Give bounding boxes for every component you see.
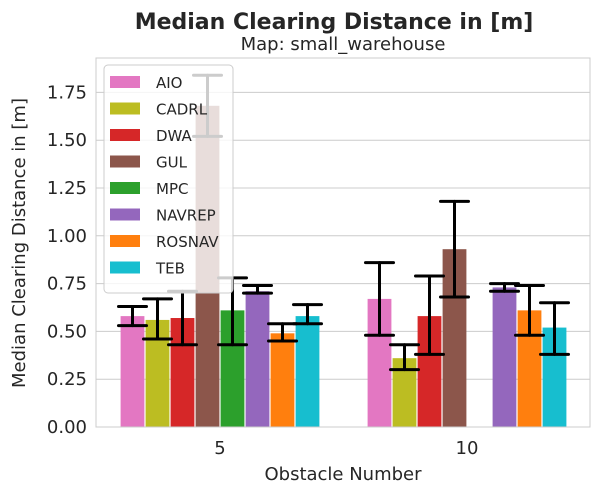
y-tick-label: 0.50: [47, 321, 87, 342]
bar-teb-5: [295, 316, 320, 427]
legend-swatch-mpc: [110, 182, 140, 194]
legend-swatch-rosnav: [110, 235, 140, 247]
x-axis-label: Obstacle Number: [264, 464, 422, 485]
bar-aio-10: [367, 298, 392, 427]
bar-rosnav-5: [270, 333, 295, 427]
plot-area: 0.00 0.25 0.50 0.75 1.00 1.25 1.50 1.75 5 10: [47, 57, 591, 459]
legend-label-gul: GUL: [156, 154, 188, 172]
bar-cadrl-5: [145, 319, 170, 427]
legend-label-rosnav: ROSNAV: [156, 233, 219, 251]
bar-navrep-10: [492, 287, 517, 427]
bar-navrep-5: [245, 291, 270, 427]
y-tick-label: 1.00: [47, 226, 87, 247]
y-tick-label: 1.50: [47, 130, 87, 151]
legend-label-teb: TEB: [155, 260, 185, 278]
plot-frame: [95, 57, 591, 428]
legend: AIO CADRL DWA GUL MPC NAVREP ROSNAV TEB: [103, 64, 234, 294]
bar-mpc-5: [220, 310, 245, 427]
legend-label-navrep: NAVREP: [156, 207, 216, 225]
bar-dwa-10: [417, 316, 442, 427]
bar-aio-5: [120, 316, 145, 427]
y-tick-label: 0.75: [47, 274, 87, 295]
legend-label-aio: AIO: [156, 74, 183, 92]
legend-swatch-aio: [110, 76, 140, 88]
y-tick-label: 1.25: [47, 178, 87, 199]
chart-subtitle: Map: small_warehouse: [241, 34, 446, 55]
legend-swatch-teb: [110, 261, 140, 274]
y-tick-label: 0.00: [47, 417, 87, 438]
chart-title: Median Clearing Distance in [m]: [135, 10, 534, 35]
legend-label-dwa: DWA: [156, 127, 193, 145]
x-tick-label: 10: [456, 438, 479, 459]
legend-label-mpc: MPC: [156, 180, 188, 198]
bar-cadrl-10: [392, 358, 417, 427]
x-tick-label: 5: [214, 438, 225, 459]
y-tick-label: 0.25: [47, 369, 87, 390]
legend-swatch-navrep: [110, 208, 140, 221]
bar-gul-10: [442, 249, 467, 427]
legend-label-cadrl: CADRL: [156, 101, 208, 119]
bar-rosnav-10: [517, 310, 542, 427]
bar-teb-10: [542, 327, 567, 427]
legend-swatch-cadrl: [110, 102, 140, 115]
y-tick-label: 1.75: [47, 82, 87, 103]
legend-swatch-dwa: [110, 129, 140, 141]
legend-swatch-gul: [110, 155, 140, 168]
y-axis-label: Median Clearing Distance in [m]: [9, 98, 30, 388]
